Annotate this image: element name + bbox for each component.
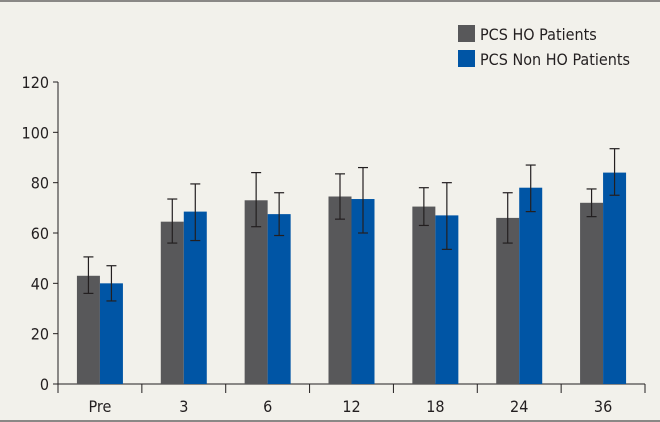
- bar-series-2-Pre: [99, 283, 123, 384]
- x-tick-label: 6: [263, 397, 272, 416]
- x-tick-label: 18: [426, 397, 444, 416]
- bar-series-2-24: [519, 187, 543, 384]
- y-tick-label: 80: [31, 174, 49, 193]
- legend-label: PCS HO Patients: [480, 25, 597, 44]
- error-bar-series-1-18: [418, 187, 429, 227]
- y-tick-label: 60: [31, 224, 49, 243]
- error-bar-series-2-6: [274, 192, 285, 237]
- error-bar-series-2-12: [358, 166, 368, 234]
- bar-series-2-6: [267, 214, 291, 384]
- bar-series-2-3: [183, 211, 207, 384]
- bar-series-1-12: [328, 196, 352, 384]
- y-tick-label: 40: [31, 274, 49, 293]
- bar-series-2-12: [351, 199, 375, 384]
- bar-series-1-6: [244, 200, 268, 384]
- bar-series-1-Pre: [76, 275, 100, 384]
- y-axis: 0 20 40 60 80 100 120: [22, 73, 59, 394]
- error-bars: [83, 148, 620, 302]
- error-bar-series-2-36: [609, 148, 620, 196]
- x-tick-label: Pre: [89, 397, 112, 416]
- x-tick-label: 36: [594, 397, 612, 416]
- legend-item-1: PCS HO Patients: [458, 25, 597, 44]
- legend-label: PCS Non HO Patients: [480, 50, 630, 69]
- x-tick-label: 3: [179, 397, 188, 416]
- y-tick-label: 0: [40, 375, 49, 394]
- bar-series-2-18: [435, 215, 459, 384]
- bar-series-1-24: [496, 217, 520, 384]
- bars: [76, 172, 627, 384]
- error-bar-series-2-24: [525, 164, 536, 213]
- y-tick-label: 20: [31, 325, 49, 344]
- legend-swatch: [458, 50, 475, 67]
- legend-item-2: PCS Non HO Patients: [458, 50, 630, 69]
- error-bar-series-1-6: [251, 172, 262, 228]
- error-bar-series-2-18: [441, 182, 452, 250]
- y-tick-label: 120: [22, 73, 49, 92]
- error-bar-series-1-12: [335, 173, 345, 220]
- legend: PCS HO Patients PCS Non HO Patients: [458, 25, 630, 69]
- error-bar-series-2-Pre: [106, 265, 117, 302]
- error-bar-series-1-Pre: [83, 256, 94, 294]
- x-tick-label: 12: [342, 397, 360, 416]
- error-bar-series-1-3: [167, 198, 178, 244]
- bar-series-1-18: [412, 206, 436, 384]
- bar-series-1-3: [160, 221, 184, 384]
- x-tick-label: 24: [510, 397, 528, 416]
- error-bar-series-2-3: [190, 183, 201, 242]
- legend-swatch: [458, 25, 475, 42]
- y-tick-label: 100: [22, 123, 49, 142]
- error-bar-series-1-24: [502, 192, 513, 244]
- error-bar-series-1-36: [586, 188, 597, 218]
- x-axis: Pre 3 6 12 18 24 36: [57, 383, 646, 416]
- bar-series-1-36: [580, 202, 604, 384]
- bar-series-2-36: [603, 172, 627, 384]
